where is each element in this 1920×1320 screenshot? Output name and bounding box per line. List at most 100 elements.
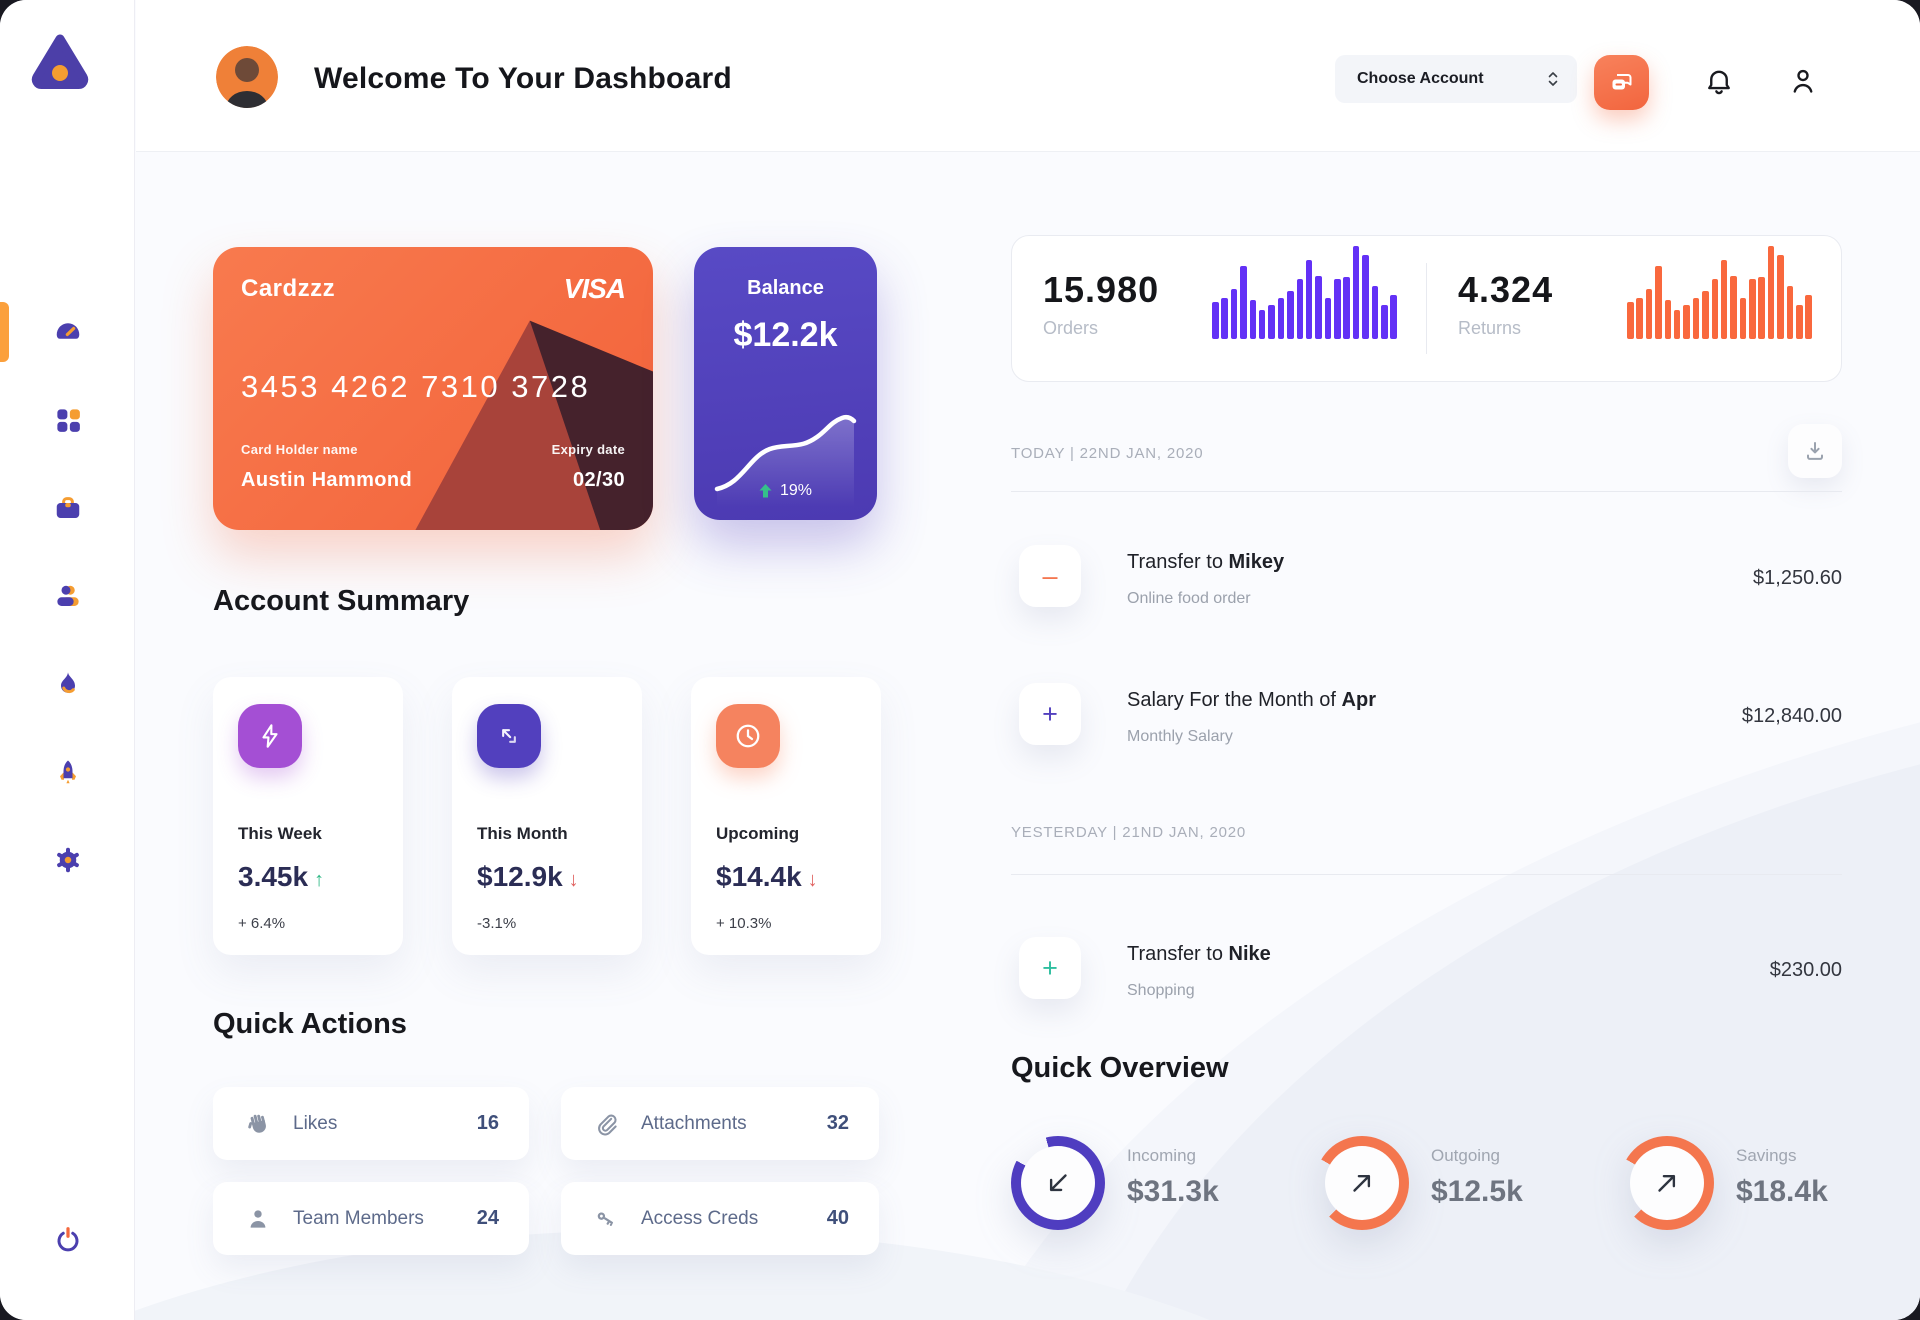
quick-action-attachments[interactable]: Attachments 32 xyxy=(561,1087,879,1160)
transaction-row[interactable]: + Transfer to Nike Shopping $230.00 xyxy=(1011,935,1842,1009)
account-select[interactable]: Choose Account xyxy=(1335,55,1577,103)
sidebar-item-work[interactable] xyxy=(0,464,135,552)
profile-button[interactable] xyxy=(1788,66,1818,101)
speedometer-icon xyxy=(56,323,79,339)
sidebar-item-team[interactable] xyxy=(0,552,135,640)
bolt-icon xyxy=(238,704,302,768)
card-name: Cardzzz xyxy=(241,275,336,302)
balance-title: Balance xyxy=(747,277,824,299)
clock-icon xyxy=(716,704,780,768)
sidebar-item-launch[interactable] xyxy=(0,728,135,816)
quick-action-label: Likes xyxy=(293,1112,338,1134)
expiry-date: 02/30 xyxy=(572,469,625,491)
download-icon xyxy=(1807,442,1823,460)
stats-card: 15.980 Orders 4.324 Returns xyxy=(1011,235,1842,382)
arrow-up-icon xyxy=(759,484,772,498)
sidebar-item-dashboard[interactable] xyxy=(0,288,135,376)
balance-card: Balance $12.2k 19% xyxy=(694,247,877,520)
select-chevrons-icon xyxy=(1548,72,1558,86)
visa-logo: VISA xyxy=(563,273,626,304)
grid-icon xyxy=(56,409,80,432)
balance-change-value: 19% xyxy=(779,482,813,499)
overview-savings: Savings $18.4k xyxy=(1620,1136,1828,1230)
orders-label: Orders xyxy=(1043,318,1099,338)
gear-icon xyxy=(56,847,79,873)
briefcase-icon xyxy=(56,497,79,518)
chat-button[interactable] xyxy=(1594,55,1649,110)
key-icon xyxy=(597,1211,614,1226)
app-logo[interactable] xyxy=(28,32,92,92)
quick-actions-grid: Likes 16 Attachments 32 Team Members 24 xyxy=(213,1087,879,1255)
credit-card: Cardzzz VISA 3453 4262 7310 3728 Card Ho… xyxy=(213,247,653,530)
quick-action-team-members[interactable]: Team Members 24 xyxy=(213,1182,529,1255)
logout-button[interactable] xyxy=(0,1225,135,1255)
card-number: 3453 4262 7310 3728 xyxy=(241,369,591,404)
sidebar-nav xyxy=(0,288,135,904)
page-title: Welcome To Your Dashboard xyxy=(314,62,732,95)
returns-value: 4.324 xyxy=(1458,269,1554,310)
overview-value: $18.4k xyxy=(1736,1175,1828,1208)
avatar[interactable] xyxy=(216,46,278,108)
notifications-button[interactable] xyxy=(1704,66,1734,101)
ring-center xyxy=(1325,1146,1399,1220)
plus-icon: + xyxy=(1019,683,1081,745)
overview-text: Outgoing $12.5k xyxy=(1431,1136,1523,1230)
orders-value: 15.980 xyxy=(1043,269,1160,310)
quick-actions-heading: Quick Actions xyxy=(213,1008,407,1040)
ring-center xyxy=(1630,1146,1704,1220)
user-icon xyxy=(1793,69,1813,93)
outgoing-progress-ring xyxy=(1315,1136,1409,1230)
power-icon xyxy=(57,1227,78,1252)
expiry-label: Expiry date xyxy=(551,442,625,457)
quick-action-label: Access Creds xyxy=(641,1207,759,1229)
quick-action-access-creds[interactable]: Access Creds 40 xyxy=(561,1182,879,1255)
transaction-row[interactable]: – Transfer to Mikey Online food order $1… xyxy=(1011,543,1842,617)
balance-change: 19% xyxy=(694,482,877,500)
orders-stat: 15.980 Orders xyxy=(1012,236,1426,381)
quick-action-count: 16 xyxy=(476,1112,499,1134)
trend-down-icon: ↓ xyxy=(568,869,579,891)
flame-icon xyxy=(60,672,75,693)
sidebar-item-apps[interactable] xyxy=(0,376,135,464)
account-select-label: Choose Account xyxy=(1357,70,1484,87)
download-button[interactable] xyxy=(1788,424,1842,478)
quick-action-label: Team Members xyxy=(293,1207,424,1229)
returns-label: Returns xyxy=(1458,318,1522,338)
transaction-row[interactable]: + Salary For the Month of Apr Monthly Sa… xyxy=(1011,681,1842,755)
summary-delta: + 10.3% xyxy=(716,915,772,932)
summary-value: $14.4k ↓ xyxy=(716,861,818,892)
bell-icon xyxy=(1708,70,1730,95)
arrow-down-left-icon xyxy=(1049,1174,1067,1192)
incoming-progress-ring xyxy=(1011,1136,1105,1230)
summary-card-this-week: This Week 3.45k ↑ + 6.4% xyxy=(213,677,403,955)
balance-sparkline xyxy=(714,414,857,507)
people-icon xyxy=(56,585,79,606)
returns-bar-chart xyxy=(1627,246,1813,339)
sidebar-item-trending[interactable] xyxy=(0,640,135,728)
divider xyxy=(1011,874,1842,875)
sidebar-item-settings[interactable] xyxy=(0,816,135,904)
overview-incoming: Incoming $31.3k xyxy=(1011,1136,1219,1230)
quick-action-likes[interactable]: Likes 16 xyxy=(213,1087,529,1160)
transaction-title: Transfer to Mikey xyxy=(1127,551,1285,573)
summary-card-this-month: This Month $12.9k ↓ -3.1% xyxy=(452,677,642,955)
summary-value: $12.9k ↓ xyxy=(477,861,579,892)
balance-value: $12.2k xyxy=(733,316,838,354)
account-summary-heading: Account Summary xyxy=(213,585,470,617)
transaction-amount: $12,840.00 xyxy=(1741,705,1842,727)
summary-delta: + 6.4% xyxy=(238,915,286,932)
overview-value: $31.3k xyxy=(1127,1175,1219,1208)
person-icon xyxy=(250,1209,266,1228)
today-date-label: TODAY | 22ND JAN, 2020 xyxy=(1011,445,1204,462)
overview-outgoing: Outgoing $12.5k xyxy=(1315,1136,1523,1230)
orders-bar-chart xyxy=(1212,246,1398,339)
chat-icon xyxy=(1612,73,1631,89)
quick-action-count: 32 xyxy=(826,1112,849,1134)
active-indicator xyxy=(0,302,9,362)
quick-overview-heading: Quick Overview xyxy=(1011,1052,1229,1084)
transaction-subtitle: Online food order xyxy=(1127,590,1251,607)
divider xyxy=(1011,491,1842,492)
overview-label: Savings xyxy=(1736,1146,1797,1165)
quick-action-label: Attachments xyxy=(641,1112,747,1134)
